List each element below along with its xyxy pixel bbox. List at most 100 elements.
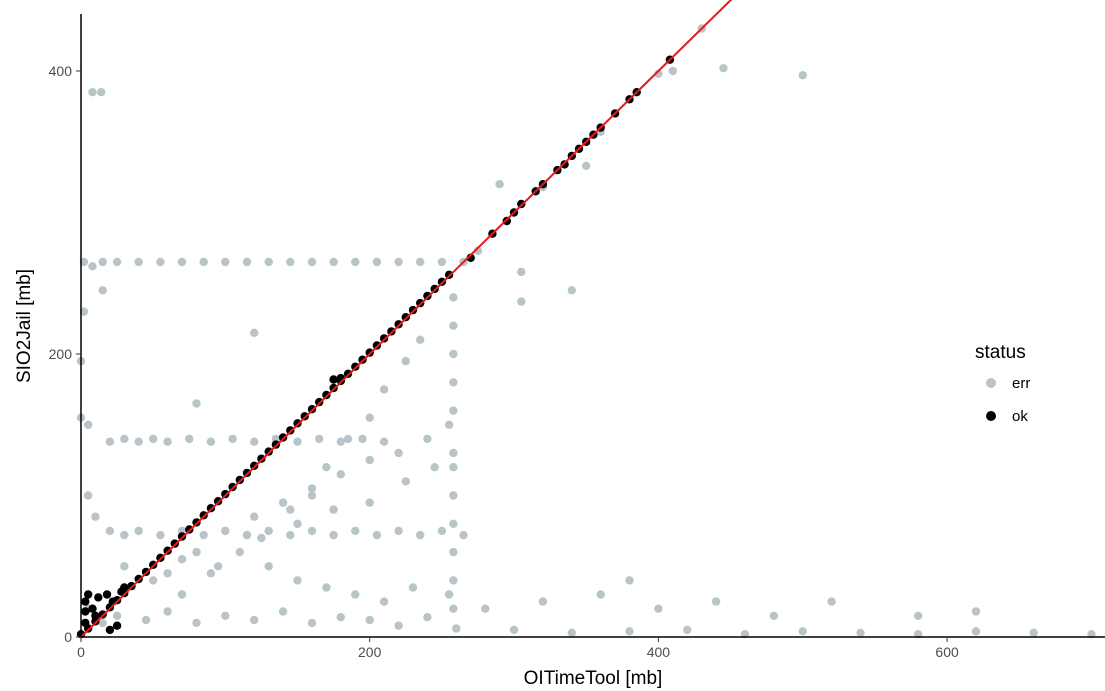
err-point	[199, 257, 208, 267]
err-point	[156, 530, 165, 540]
ok-point	[257, 454, 266, 463]
err-point	[98, 618, 107, 628]
err-point	[408, 583, 418, 592]
err-point	[293, 576, 302, 585]
err-point	[481, 604, 490, 613]
err-point	[1029, 628, 1038, 637]
err-point	[242, 530, 252, 540]
err-point	[84, 491, 93, 500]
err-point	[79, 257, 89, 267]
legend: status err ok	[975, 342, 1030, 425]
err-point	[192, 399, 201, 408]
err-point	[329, 257, 338, 267]
err-point	[798, 627, 807, 636]
err-point	[567, 628, 576, 637]
err-point	[449, 491, 458, 500]
err-point	[84, 420, 93, 429]
err-point	[120, 562, 129, 571]
err-point	[358, 434, 367, 444]
err-point	[567, 286, 576, 295]
err-point	[449, 321, 458, 330]
err-point	[668, 66, 677, 76]
err-point	[206, 569, 216, 578]
err-point	[228, 434, 237, 444]
err-point	[192, 547, 201, 557]
err-point	[856, 628, 865, 637]
err-point	[163, 607, 172, 616]
err-point	[711, 597, 721, 606]
err-point	[336, 613, 345, 622]
err-point	[199, 530, 208, 540]
err-point	[394, 448, 403, 458]
ok-point	[293, 419, 302, 428]
err-point	[365, 615, 374, 625]
y-tick-label: 200	[49, 346, 73, 362]
err-point	[293, 519, 302, 528]
err-point	[971, 607, 981, 616]
err-point	[351, 526, 360, 536]
err-point	[416, 530, 425, 540]
err-point	[250, 437, 259, 446]
err-point	[971, 627, 981, 636]
err-point	[250, 328, 259, 337]
err-point	[351, 257, 360, 267]
ok-series	[76, 55, 675, 639]
err-point	[509, 625, 519, 635]
err-point	[213, 562, 223, 571]
err-point	[98, 286, 107, 295]
err-point	[250, 512, 259, 521]
ok-point	[343, 369, 353, 378]
err-point	[379, 385, 389, 394]
ok-point	[408, 305, 418, 315]
err-point	[206, 437, 216, 446]
x-axis-title: OITimeTool [mb]	[524, 668, 663, 689]
ok-point	[206, 504, 216, 513]
err-point	[423, 434, 432, 444]
err-point	[134, 437, 143, 446]
err-point	[449, 349, 458, 359]
err-point	[394, 257, 403, 267]
err-point	[307, 618, 317, 628]
err-point	[379, 437, 389, 446]
err-point	[235, 547, 244, 557]
x-axis-ticks: 0 200 400 600	[77, 637, 959, 660]
err-point	[625, 627, 634, 636]
legend-ok-label: ok	[1012, 408, 1028, 425]
err-point	[293, 437, 302, 446]
err-point	[88, 262, 97, 271]
ok-point	[322, 390, 331, 400]
ok-point	[81, 607, 90, 616]
err-point	[449, 604, 458, 613]
err-point	[914, 611, 923, 620]
err-point	[307, 491, 317, 500]
err-point	[105, 437, 115, 446]
y-axis-title: SIO2Jail [mb]	[14, 269, 35, 383]
err-point	[322, 583, 331, 592]
err-point	[449, 463, 458, 472]
err-point	[449, 293, 458, 302]
ok-point	[170, 539, 179, 548]
x-tick-label: 0	[77, 644, 85, 660]
ok-point	[120, 583, 129, 592]
y-tick-label: 0	[64, 629, 72, 645]
err-point	[449, 378, 458, 387]
x-tick-label: 600	[935, 644, 959, 660]
err-point	[517, 267, 526, 277]
err-point	[120, 434, 129, 444]
err-point	[264, 526, 273, 536]
err-point	[437, 257, 447, 267]
err-point	[394, 621, 403, 630]
ok-point	[84, 590, 93, 599]
ok-point	[379, 334, 389, 343]
ok-point	[102, 590, 112, 599]
err-point	[120, 530, 129, 540]
err-point	[827, 597, 836, 606]
ok-point	[81, 618, 90, 628]
err-point	[105, 526, 115, 536]
err-point	[264, 562, 273, 571]
err-point	[372, 530, 382, 540]
err-point	[329, 505, 338, 514]
err-point	[430, 463, 439, 472]
